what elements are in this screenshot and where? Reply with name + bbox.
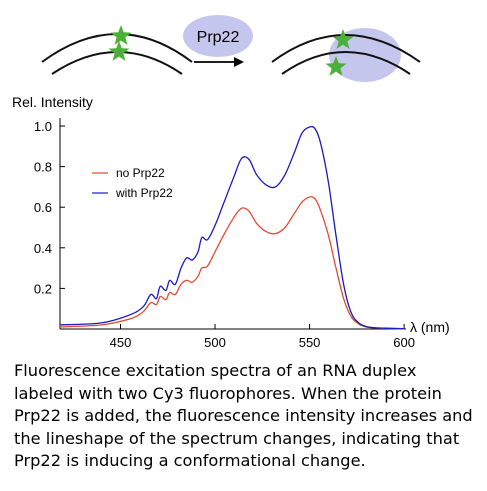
x-tick-label: 450 [110,335,132,350]
y-tick-label: 1.0 [34,119,52,134]
arrow-head-icon [234,57,244,67]
prp22-label: Prp22 [197,29,240,46]
prp22-protein-ellipse [183,15,253,57]
schematic-before [41,25,193,75]
x-tick-label: 550 [299,335,321,350]
schematic-arrow-group: Prp22 [183,15,253,67]
y-axis-title: Rel. Intensity [12,94,93,110]
series-line-no-prp22 [59,196,405,330]
cy3-star-icon [325,56,347,76]
schematic-after [271,28,421,82]
legend-label-with-prp22: with Prp22 [115,186,173,200]
cy3-star-icon [332,29,354,49]
series-lines [59,125,405,330]
legend: no Prp22 with Prp22 [92,166,173,200]
rna-strand-outer-arc [271,34,421,63]
legend-label-no-prp22: no Prp22 [116,166,165,180]
cy3-star-icon [110,25,132,45]
y-ticks: 0.2 0.4 0.6 0.8 1.0 [34,119,65,296]
y-tick-label: 0.2 [34,281,52,296]
x-tick-label: 500 [204,335,226,350]
rna-strand-inner-arc [281,51,411,75]
figure-caption: Fluorescence excitation spectra of an RN… [14,361,473,470]
cy3-star-icon [108,41,130,61]
x-axis-title: λ (nm) [410,319,450,335]
y-tick-label: 0.4 [34,241,52,256]
x-tick-label: 600 [393,335,415,350]
x-ticks: 450 500 550 600 [110,324,415,350]
y-tick-label: 0.8 [34,160,52,175]
series-line-with-prp22 [59,125,405,330]
y-tick-label: 0.6 [34,200,52,215]
chart: Rel. Intensity 0.2 0.4 0.6 0.8 1.0 450 500 550… [12,94,450,350]
